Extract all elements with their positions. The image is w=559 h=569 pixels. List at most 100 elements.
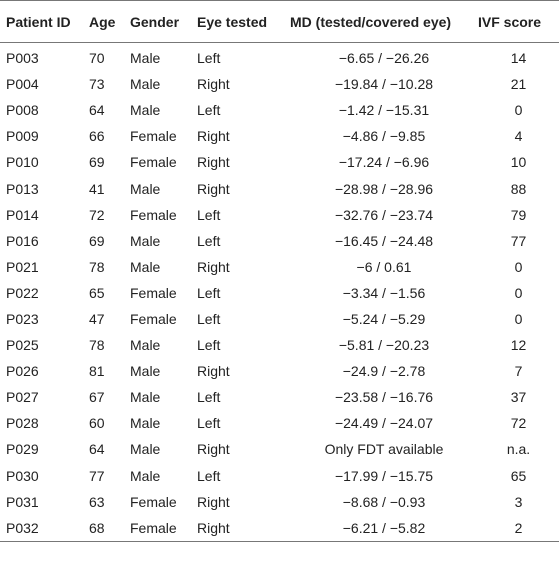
cell-md: −4.86 / −9.85 — [342, 128, 426, 145]
cell-gender: Male — [130, 232, 161, 249]
cell-ivf-score: 0 — [514, 310, 523, 327]
cell-age: 72 — [89, 206, 105, 223]
cell-md: −24.49 / −24.07 — [334, 415, 434, 432]
cell-gender: Male — [130, 389, 161, 406]
cell-patient-id: P016 — [6, 232, 39, 249]
table-row: P010 69 Female Right −17.24 / −6.96 10 — [0, 149, 559, 175]
cell-gender: Male — [130, 180, 161, 197]
cell-md: −16.45 / −24.48 — [334, 232, 434, 249]
cell-ivf-score: 3 — [514, 493, 523, 510]
cell-age: 67 — [89, 389, 105, 406]
table-row: P016 69 Male Left −16.45 / −24.48 77 — [0, 228, 559, 254]
cell-age: 70 — [89, 50, 105, 67]
header-patient-id: Patient ID — [0, 0, 89, 43]
header-gender: Gender — [130, 0, 197, 43]
cell-eye-tested: Right — [197, 154, 230, 171]
cell-gender: Female — [130, 310, 177, 327]
cell-eye-tested: Right — [197, 258, 230, 275]
cell-md: −1.42 / −15.31 — [338, 102, 430, 119]
table-row: P032 68 Female Right −6.21 / −5.82 2 — [0, 514, 559, 542]
cell-age: 41 — [89, 180, 105, 197]
cell-patient-id: P013 — [6, 180, 39, 197]
cell-patient-id: P025 — [6, 337, 39, 354]
cell-md: Only FDT available — [324, 441, 444, 458]
cell-age: 66 — [89, 128, 105, 145]
cell-age: 69 — [89, 232, 105, 249]
cell-ivf-score: 37 — [510, 389, 527, 406]
table-row: P030 77 Male Left −17.99 / −15.75 65 — [0, 463, 559, 489]
cell-patient-id: P008 — [6, 102, 39, 119]
header-eye-tested: Eye tested — [197, 0, 290, 43]
cell-ivf-score: 7 — [514, 363, 523, 380]
cell-eye-tested: Left — [197, 232, 221, 249]
cell-eye-tested: Right — [197, 493, 230, 510]
cell-ivf-score: 21 — [510, 76, 527, 93]
cell-ivf-score: 12 — [510, 337, 527, 354]
table-body: P003 70 Male Left −6.65 / −26.26 14 P004 73 Male… — [0, 43, 559, 542]
cell-gender: Female — [130, 493, 177, 510]
cell-patient-id: P004 — [6, 76, 39, 93]
cell-patient-id: P021 — [6, 258, 39, 275]
cell-patient-id: P031 — [6, 493, 39, 510]
cell-gender: Male — [130, 415, 161, 432]
cell-age: 73 — [89, 76, 105, 93]
cell-ivf-score: 10 — [510, 154, 527, 171]
cell-age: 68 — [89, 514, 130, 542]
cell-gender: Male — [130, 363, 161, 380]
cell-gender: Female — [130, 514, 197, 542]
cell-md: −17.99 / −15.75 — [334, 467, 434, 484]
cell-ivf-score: 4 — [514, 128, 523, 145]
header-md: MD (tested/covered eye) — [290, 0, 478, 43]
cell-eye-tested: Left — [197, 50, 221, 67]
cell-gender: Male — [130, 441, 161, 458]
cell-ivf-score: 0 — [514, 258, 523, 275]
cell-eye-tested: Left — [197, 284, 221, 301]
cell-eye-tested: Left — [197, 389, 221, 406]
cell-patient-id: P029 — [6, 441, 39, 458]
cell-ivf-score: 0 — [514, 284, 523, 301]
cell-patient-id: P014 — [6, 206, 39, 223]
cell-md: −3.34 / −1.56 — [342, 284, 426, 301]
cell-eye-tested: Left — [197, 415, 221, 432]
header-row: Patient ID Age Gender Eye tested MD (tes… — [0, 0, 559, 43]
cell-ivf-score: 77 — [510, 232, 527, 249]
cell-eye-tested: Right — [197, 514, 290, 542]
cell-md: −5.24 / −5.29 — [342, 310, 426, 327]
cell-gender: Female — [130, 206, 177, 223]
cell-ivf-score: 72 — [510, 415, 527, 432]
cell-patient-id: P028 — [6, 415, 39, 432]
cell-md: −17.24 / −6.96 — [338, 154, 430, 171]
table-row: P022 65 Female Left −3.34 / −1.56 0 — [0, 280, 559, 306]
cell-eye-tested: Right — [197, 363, 230, 380]
table-row: P031 63 Female Right −8.68 / −0.93 3 — [0, 489, 559, 515]
cell-eye-tested: Left — [197, 206, 221, 223]
cell-eye-tested: Left — [197, 102, 221, 119]
cell-eye-tested: Right — [197, 76, 230, 93]
cell-ivf-score: 79 — [510, 206, 527, 223]
table-row: P026 81 Male Right −24.9 / −2.78 7 — [0, 358, 559, 384]
cell-gender: Male — [130, 102, 161, 119]
table-row: P023 47 Female Left −5.24 / −5.29 0 — [0, 306, 559, 332]
cell-patient-id: P023 — [6, 310, 39, 327]
cell-age: 60 — [89, 415, 105, 432]
cell-md: −6 / 0.61 — [356, 258, 412, 275]
table-row: P025 78 Male Left −5.81 / −20.23 12 — [0, 332, 559, 358]
cell-eye-tested: Right — [197, 441, 230, 458]
table-row: P027 67 Male Left −23.58 / −16.76 37 — [0, 384, 559, 410]
cell-gender: Female — [130, 128, 177, 145]
cell-age: 77 — [89, 467, 105, 484]
cell-md: −32.76 / −23.74 — [334, 206, 434, 223]
table-header: Patient ID Age Gender Eye tested MD (tes… — [0, 0, 559, 43]
table-row: P028 60 Male Left −24.49 / −24.07 72 — [0, 410, 559, 436]
cell-md: −24.9 / −2.78 — [342, 363, 426, 380]
cell-patient-id: P027 — [6, 389, 39, 406]
cell-eye-tested: Right — [197, 128, 230, 145]
cell-patient-id: P022 — [6, 284, 39, 301]
cell-patient-id: P009 — [6, 128, 39, 145]
table-row: P013 41 Male Right −28.98 / −28.96 88 — [0, 175, 559, 201]
cell-ivf-score: 88 — [510, 180, 527, 197]
cell-age: 69 — [89, 154, 105, 171]
cell-eye-tested: Left — [197, 337, 221, 354]
cell-patient-id: P032 — [0, 514, 89, 542]
cell-gender: Female — [130, 284, 177, 301]
